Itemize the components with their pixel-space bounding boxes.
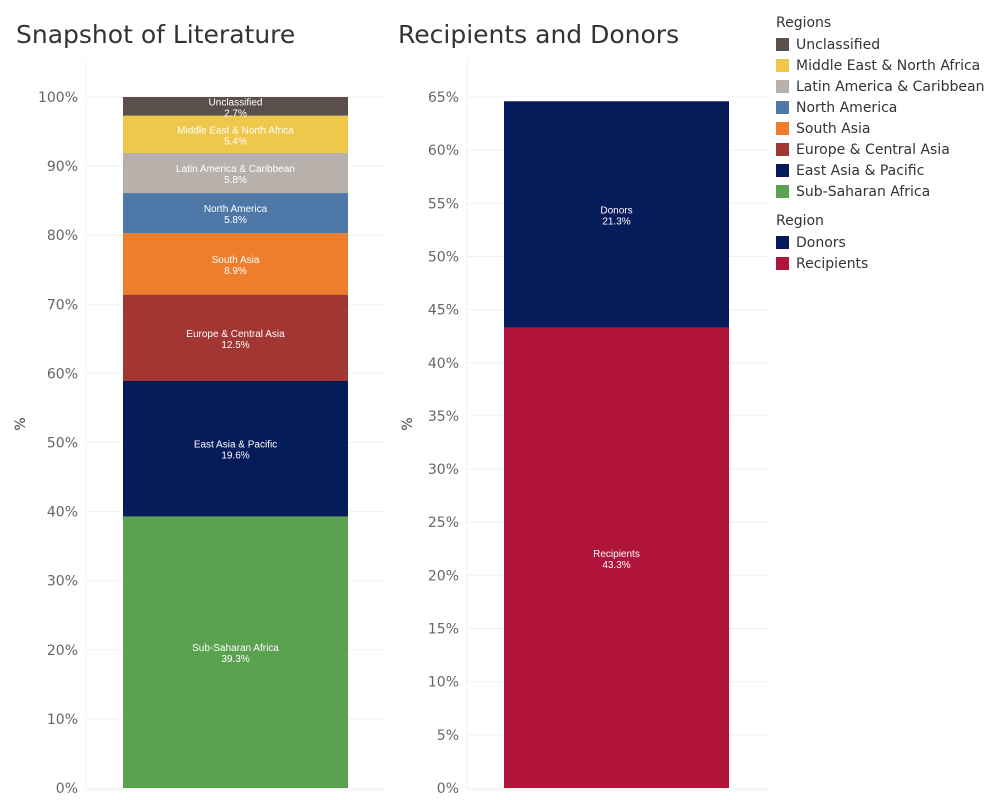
y-tick-label: 0% — [56, 781, 78, 797]
y-tick-label: 10% — [47, 712, 78, 728]
y-tick-label: 40% — [428, 356, 459, 372]
segment-value-label: 5.8% — [224, 175, 247, 186]
y-tick-label: 30% — [47, 574, 78, 590]
legend-item: Sub-Saharan Africa — [776, 181, 985, 202]
bar-segment — [123, 233, 348, 295]
y-tick-label: 40% — [47, 505, 78, 521]
legend-label: North America — [796, 99, 898, 116]
y-tick-label: 45% — [428, 303, 459, 319]
segment-name-label: Donors — [600, 205, 632, 216]
chart-literature: 0% 10% 20% 30% 40% 50% 60% 70% 80% 90% 100%% Sub-Sa… — [13, 60, 385, 797]
legend-label: South Asia — [796, 120, 871, 137]
y-tick-label: 65% — [428, 90, 459, 106]
segment-value-label: 5.4% — [224, 136, 247, 147]
bar-segment — [123, 516, 348, 788]
y-tick-label: 60% — [47, 366, 78, 382]
segment-name-label: Latin America & Caribbean — [176, 164, 295, 175]
chart-recipients-donors: 0% 5% 10% 15% 20% 25% 30% 35% 40% 45% 50% 55% 60% 65%… — [400, 60, 768, 797]
y-tick-label: 20% — [428, 568, 459, 584]
segment-name-label: South Asia — [212, 255, 260, 266]
legend-swatch — [776, 164, 789, 177]
legend-region: Region Donors Recipients — [776, 213, 868, 274]
legend-items-regions: Unclassified Middle East & North Africa La… — [776, 34, 985, 202]
y-axis-label: % — [400, 417, 416, 430]
legend-label: Middle East & North Africa — [796, 57, 981, 74]
legend-swatch — [776, 236, 789, 249]
legend-item: Latin America & Caribbean — [776, 76, 985, 97]
legend-item: Middle East & North Africa — [776, 55, 985, 76]
legend-swatch — [776, 143, 789, 156]
legend-item: East Asia & Pacific — [776, 160, 985, 181]
legend-swatch — [776, 257, 789, 270]
y-axis-label: % — [13, 417, 29, 430]
bar-segment — [123, 294, 348, 382]
segment-value-label: 19.6% — [221, 451, 249, 462]
y-tick-label: 90% — [47, 159, 78, 175]
legend-title-region: Region — [776, 213, 824, 229]
legend-item: Unclassified — [776, 34, 985, 55]
segment-name-label: Middle East & North Africa — [177, 125, 294, 136]
legend-item: North America — [776, 97, 985, 118]
chart-title-recipients-donors: Recipients and Donors — [398, 20, 680, 49]
bar-segment — [123, 152, 348, 194]
bar-segment — [123, 193, 348, 234]
segment-value-label: 8.9% — [224, 266, 247, 277]
segment-value-label: 5.8% — [224, 215, 247, 226]
y-tick-label: 30% — [428, 462, 459, 478]
legend-title-regions: Regions — [776, 15, 832, 31]
y-tick-label: 50% — [47, 436, 78, 452]
legend-regions: Regions Unclassified Middle East & North … — [776, 15, 985, 202]
segment-name-label: Europe & Central Asia — [186, 329, 285, 340]
y-tick-label: 60% — [428, 143, 459, 159]
segment-name-label: Unclassified — [209, 97, 263, 108]
y-tick-label: 50% — [428, 249, 459, 265]
legend-swatch — [776, 59, 789, 72]
chart-title-literature: Snapshot of Literature — [16, 20, 296, 49]
y-tick-label: 20% — [47, 643, 78, 659]
y-tick-label: 25% — [428, 515, 459, 531]
y-tick-label: 10% — [428, 675, 459, 691]
segment-value-label: 39.3% — [221, 654, 249, 665]
segment-value-label: 21.3% — [602, 216, 630, 227]
legend-item: South Asia — [776, 118, 985, 139]
y-tick-label: 0% — [437, 781, 459, 797]
legend-label: Recipients — [796, 255, 869, 272]
bar-segment — [504, 327, 729, 788]
legend-item: Donors — [776, 232, 868, 253]
y-tick-label: 80% — [47, 228, 78, 244]
y-tick-label: 35% — [428, 409, 459, 425]
segment-name-label: Recipients — [593, 549, 640, 560]
y-tick-label: 5% — [437, 728, 459, 744]
y-tick-label: 15% — [428, 622, 459, 638]
legend-label: East Asia & Pacific — [796, 162, 925, 179]
segment-value-label: 43.3% — [602, 560, 630, 571]
bar-segment — [504, 101, 729, 328]
segment-value-label: 2.7% — [224, 108, 247, 119]
legend-label: Latin America & Caribbean — [796, 78, 985, 95]
legend-item: Recipients — [776, 253, 868, 274]
legend-label: Donors — [796, 234, 846, 251]
y-tick-label: 55% — [428, 196, 459, 212]
bar-segment — [123, 97, 348, 116]
legend-item: Europe & Central Asia — [776, 139, 985, 160]
segment-name-label: East Asia & Pacific — [194, 440, 277, 451]
legend-items-region: Donors Recipients — [776, 232, 868, 274]
legend-swatch — [776, 185, 789, 198]
bar-segment — [123, 115, 348, 153]
segment-name-label: Sub-Saharan Africa — [192, 643, 279, 654]
legend-label: Europe & Central Asia — [796, 141, 950, 158]
segment-value-label: 12.5% — [221, 340, 249, 351]
legend-swatch — [776, 122, 789, 135]
legend-swatch — [776, 101, 789, 114]
legend-swatch — [776, 38, 789, 51]
y-tick-label: 100% — [38, 90, 78, 106]
bar-segment — [123, 381, 348, 517]
segment-name-label: North America — [204, 204, 268, 215]
legend-label: Sub-Saharan Africa — [796, 183, 931, 200]
legend-swatch — [776, 80, 789, 93]
y-tick-label: 70% — [47, 297, 78, 313]
legend-label: Unclassified — [796, 36, 881, 53]
